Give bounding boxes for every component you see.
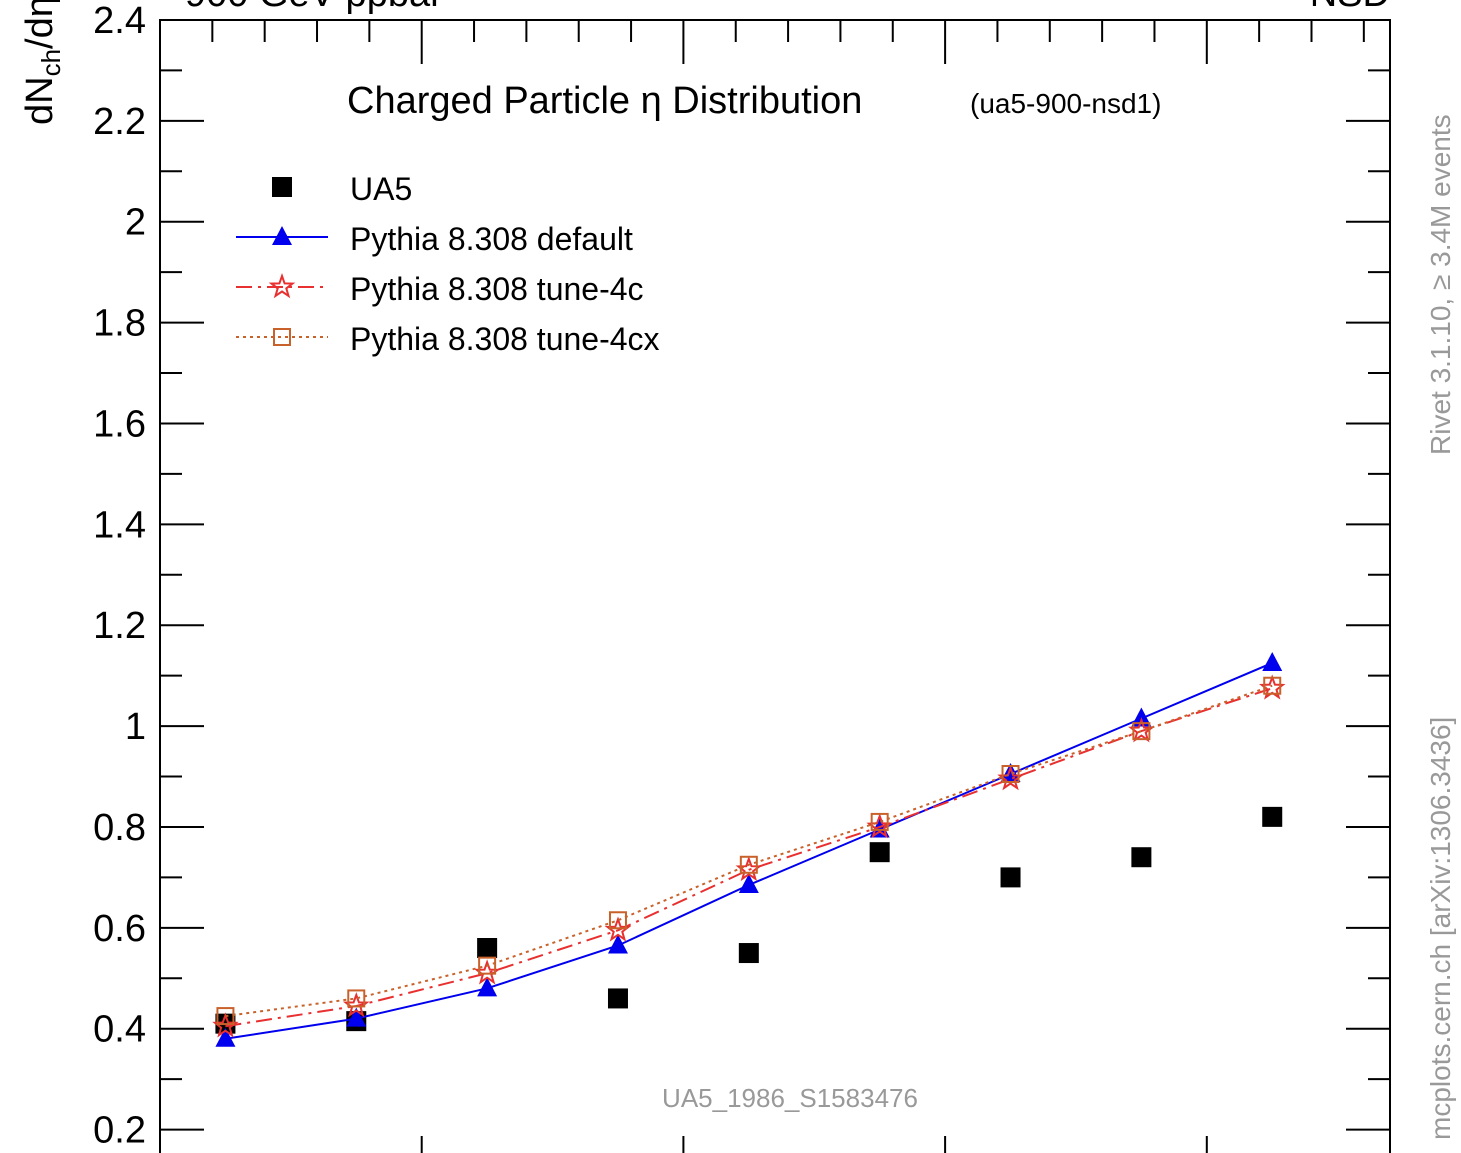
legend: UA5 Pythia 8.308 default Pythia 8.308 tune… (236, 171, 660, 357)
y-tick-label: 1.6 (93, 403, 146, 445)
data-point (739, 855, 758, 874)
y-axis-label: dNch/dη (19, 0, 66, 125)
series-line (225, 687, 1273, 1028)
legend-entry: Pythia 8.308 default (236, 221, 633, 257)
data-point (268, 272, 296, 299)
data-point (478, 956, 497, 975)
data-point (346, 1007, 367, 1027)
data-point (1132, 722, 1151, 741)
y-tick-labels: 0.2 0.4 0.6 0.8 1 1.2 1.4 1.6 1.8 2 2.2 2.4 (93, 0, 146, 1152)
series-line (225, 684, 1273, 1018)
data-point (869, 842, 890, 863)
legend-entry: Pythia 8.308 tune-4cx (236, 321, 660, 357)
series-layer (212, 652, 1286, 1047)
data-point (477, 977, 498, 997)
data-point (870, 812, 889, 831)
series-ua5 (215, 806, 1283, 1034)
y-tick-label: 0.4 (93, 1009, 146, 1051)
legend-entry: Pythia 8.308 tune-4c (236, 271, 644, 307)
y-tick-label: 0.8 (93, 807, 146, 849)
legend-label: UA5 (350, 171, 412, 207)
data-point (216, 1007, 235, 1026)
data-point (272, 226, 292, 245)
y-tick-label: 2 (125, 202, 146, 244)
y-tick-label: 1.2 (93, 605, 146, 647)
y-tick-label: 1.4 (93, 504, 146, 546)
watermark: UA5_1986_S1583476 (662, 1083, 918, 1113)
plot-frame (159, 19, 1391, 1153)
data-point (1262, 652, 1283, 672)
y-tick-label: 1 (125, 706, 146, 748)
header-left-label: 900 GeV ppbar (185, 0, 443, 15)
rivet-label: Rivet 3.1.10, ≥ 3.4M events (1425, 114, 1456, 455)
data-point (1131, 707, 1152, 727)
data-point (1000, 867, 1021, 888)
data-point (738, 873, 759, 893)
axis-ticks (160, 19, 1390, 1153)
header-right-label: NSD (1310, 0, 1390, 15)
legend-entry: UA5 (272, 171, 412, 207)
data-point (1000, 763, 1021, 782)
data-point (1263, 676, 1282, 695)
data-point (738, 943, 759, 964)
series-line (225, 662, 1273, 1040)
y-tick-label: 1.8 (93, 303, 146, 345)
y-tick-label: 2.2 (93, 101, 146, 143)
chart-subtitle: (ua5-900-nsd1) (970, 88, 1161, 119)
chart-title: Charged Particle η Distribution (347, 80, 862, 122)
y-tick-label: 2.4 (93, 0, 146, 42)
data-point (273, 328, 291, 346)
series-pythia-8-308-tune-4cx (216, 676, 1282, 1026)
data-point (1131, 847, 1152, 868)
y-tick-label: 0.2 (93, 1110, 146, 1152)
series-pythia-8-308-default (215, 652, 1283, 1047)
data-point (607, 934, 628, 954)
data-point (272, 177, 292, 197)
legend-label: Pythia 8.308 default (350, 221, 633, 257)
y-tick-label: 0.6 (93, 908, 146, 950)
data-point (477, 938, 498, 958)
data-point (607, 988, 628, 1009)
legend-label: Pythia 8.308 tune-4cx (350, 321, 660, 357)
mcplots-label: mcplots.cern.ch [arXiv:1306.3436] (1425, 717, 1456, 1140)
data-point (1262, 806, 1283, 827)
data-point (347, 989, 366, 1008)
data-point (215, 1027, 236, 1047)
legend-label: Pythia 8.308 tune-4c (350, 271, 644, 307)
data-point (608, 911, 627, 930)
data-point (1001, 765, 1020, 783)
